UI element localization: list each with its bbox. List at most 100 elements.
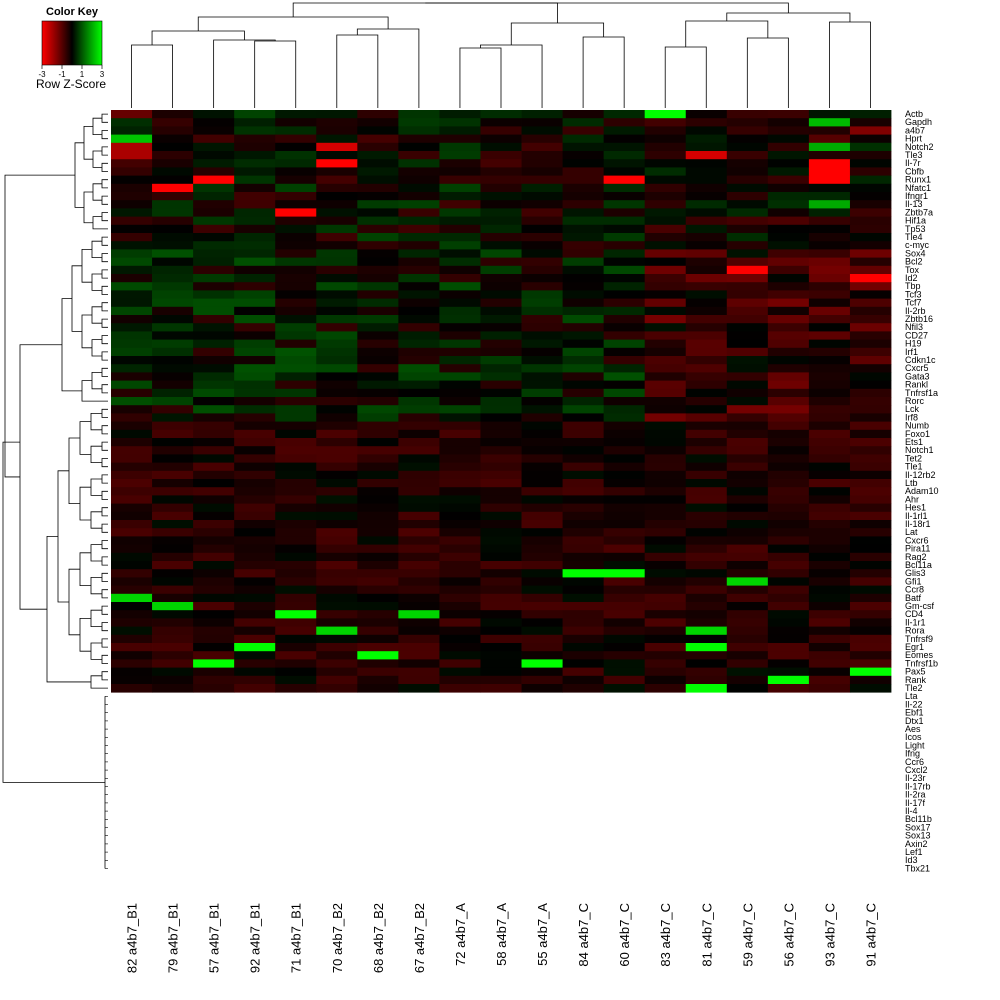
heatmap-cell — [644, 167, 687, 176]
heatmap-cell — [357, 241, 399, 250]
heatmap-cell — [398, 528, 440, 537]
heatmap-cell — [562, 151, 605, 160]
row-label: Il-12rb2 — [905, 470, 936, 480]
heatmap-cell — [562, 167, 605, 176]
heatmap-cell — [644, 315, 687, 324]
dendrogram-link — [101, 654, 108, 664]
heatmap-cell — [521, 331, 563, 340]
heatmap-cell — [357, 339, 399, 349]
heatmap-cell — [521, 536, 563, 545]
heatmap-cell — [685, 372, 728, 381]
heatmap-cell — [193, 192, 235, 201]
dendrogram-link — [4, 174, 75, 478]
heatmap-cell — [603, 372, 646, 381]
heatmap-cell — [152, 544, 194, 554]
heatmap-cell — [603, 142, 646, 152]
heatmap-cell — [275, 626, 317, 636]
heatmap-cell — [562, 110, 605, 119]
dendrogram-link — [101, 458, 108, 468]
dendrogram-link — [292, 2, 558, 23]
heatmap-cell — [603, 479, 646, 488]
heatmap-cell — [562, 479, 605, 488]
heatmap-cell — [398, 331, 440, 340]
column-label: 83 a4b7_C — [658, 903, 673, 967]
heatmap-cell — [849, 208, 892, 217]
heatmap-cell — [644, 454, 687, 463]
column-label: 72 a4b7_A — [453, 903, 468, 966]
heatmap-cell — [439, 110, 481, 119]
heatmap-cell — [111, 167, 153, 176]
heatmap-cell — [111, 536, 153, 545]
heatmap-cell — [193, 290, 235, 299]
heatmap-cell — [480, 380, 522, 390]
heatmap-cell — [111, 651, 153, 660]
row-label: Il-4 — [905, 806, 918, 816]
heatmap-cell — [685, 151, 728, 160]
column-label: 81 a4b7_C — [699, 903, 714, 967]
heatmap-cell — [767, 151, 810, 160]
heatmap-cell — [849, 577, 892, 586]
heatmap-cell — [767, 241, 810, 250]
heatmap-cell — [357, 388, 399, 398]
heatmap-cell — [193, 200, 235, 209]
heatmap-cell — [193, 274, 235, 283]
heatmap-cell — [808, 593, 851, 603]
heatmap-cell — [439, 659, 481, 668]
heatmap-cell — [152, 298, 194, 308]
row-label: Cxcr6 — [905, 535, 929, 545]
heatmap-cell — [849, 602, 892, 611]
heatmap-cell — [644, 347, 687, 357]
heatmap-cell — [275, 643, 317, 652]
heatmap-cell — [111, 315, 153, 324]
heatmap-cell — [767, 323, 810, 332]
heatmap-cell — [603, 667, 646, 677]
heatmap-cell — [562, 364, 605, 373]
heatmap-cell — [685, 462, 728, 472]
heatmap-cell — [480, 405, 522, 414]
dendrogram-link — [81, 380, 108, 402]
heatmap-cell — [849, 462, 892, 472]
heatmap-cell — [521, 380, 563, 390]
heatmap-cell — [521, 643, 563, 652]
heatmap-cell — [439, 372, 481, 381]
heatmap-cell — [111, 347, 153, 357]
heatmap-cell — [357, 405, 399, 414]
heatmap-cell — [111, 339, 153, 349]
dendrogram-link — [74, 142, 84, 208]
row-label: Tet2 — [905, 453, 922, 463]
heatmap-cell — [480, 323, 522, 332]
heatmap-cell — [152, 454, 194, 463]
heatmap-cell — [685, 536, 728, 545]
heatmap-cell — [603, 659, 646, 668]
heatmap-cell — [521, 602, 563, 611]
heatmap-cell — [603, 397, 646, 406]
heatmap-cell — [193, 372, 235, 381]
dendrogram-link — [79, 421, 91, 455]
heatmap-cell — [562, 470, 605, 480]
heatmap-cell — [193, 306, 235, 316]
dendrogram-link — [79, 486, 91, 521]
heatmap-cell — [439, 643, 481, 652]
heatmap-cell — [562, 126, 605, 135]
heatmap-cell — [193, 495, 235, 504]
heatmap-cell — [439, 323, 481, 332]
heatmap-cell — [685, 495, 728, 504]
heatmap-cell — [111, 356, 153, 365]
heatmap-cell — [603, 413, 646, 422]
heatmap-cell — [726, 151, 769, 160]
heatmap-cell — [685, 282, 728, 291]
heatmap-cell — [562, 290, 605, 299]
heatmap-cell — [357, 257, 399, 267]
heatmap-cell — [398, 315, 440, 324]
row-label: Glis3 — [905, 568, 926, 578]
dendrogram-link — [213, 39, 276, 108]
heatmap-cell — [234, 282, 276, 291]
heatmap-cell — [316, 536, 358, 545]
heatmap-cell — [357, 233, 399, 242]
heatmap-cell — [726, 577, 769, 586]
heatmap-cell — [767, 257, 810, 267]
heatmap-cell — [726, 626, 769, 636]
heatmap-cell — [480, 577, 522, 586]
color-key-label: Row Z-Score — [36, 77, 106, 91]
heatmap-cell — [767, 339, 810, 349]
